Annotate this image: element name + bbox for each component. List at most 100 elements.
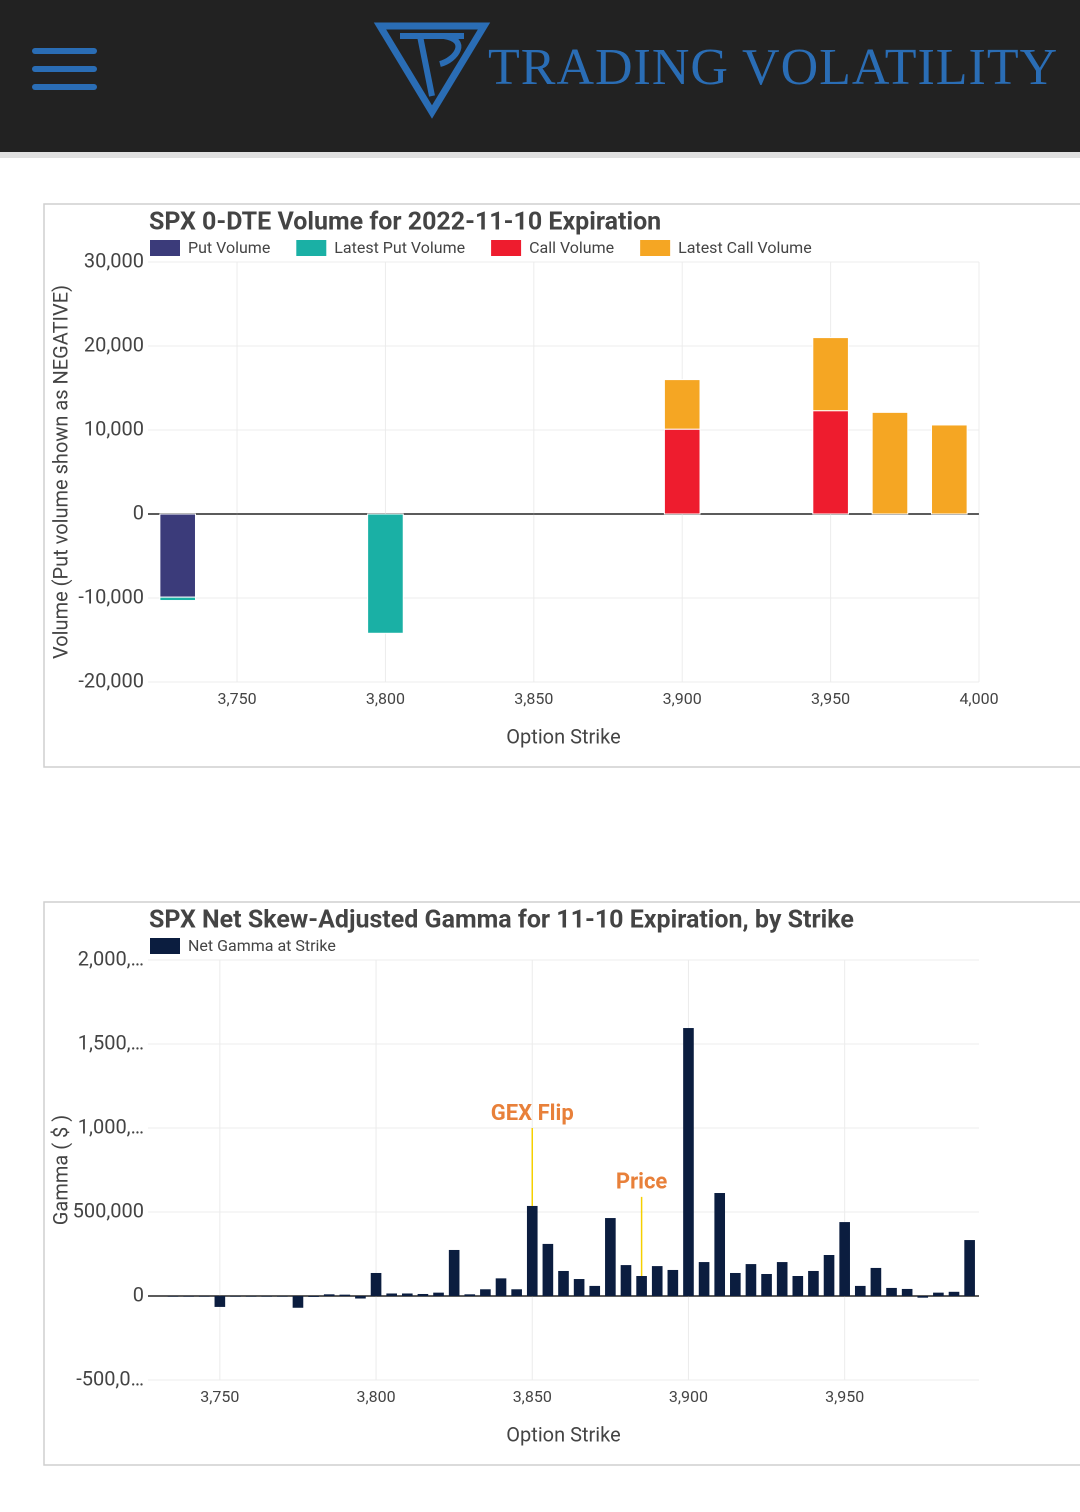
bar (495, 1278, 507, 1296)
bar (931, 424, 968, 515)
logo-triangle (373, 22, 491, 119)
bar (245, 1296, 257, 1297)
x-tick-label: 3,800 (356, 1387, 395, 1406)
annotation-label: GEX Flip (491, 1101, 574, 1126)
bar (839, 1222, 850, 1296)
y-tick-label: -500,0… (76, 1366, 144, 1390)
chart-title: SPX 0-DTE Volume for 2022-11-10 Expirati… (149, 208, 661, 237)
top-bar-shadow (0, 152, 1080, 158)
bar (792, 1276, 804, 1296)
bar (386, 1293, 397, 1296)
bar (714, 1193, 726, 1296)
bar (870, 1267, 882, 1296)
legend-label: Put Volume (188, 238, 270, 257)
bar (636, 1276, 647, 1296)
bar (401, 1293, 413, 1296)
x-tick-label: 3,750 (217, 689, 256, 708)
y-tick-label: 1,000,… (78, 1114, 144, 1138)
top-bar (0, 0, 1080, 152)
x-tick-label: 3,900 (669, 1387, 708, 1406)
legend-swatch (640, 240, 671, 256)
bar (308, 1296, 319, 1297)
x-tick-label: 3,950 (825, 1387, 864, 1406)
x-tick-label: 3,750 (200, 1387, 239, 1406)
bar (901, 1288, 913, 1296)
y-tick-label: 2,000,… (78, 946, 144, 970)
y-tick-label: 0 (133, 500, 144, 524)
bar (159, 513, 196, 598)
bar (159, 596, 196, 602)
x-axis-title: Option Strike (506, 724, 620, 748)
bar (683, 1028, 694, 1296)
bar (464, 1294, 476, 1296)
bar (776, 1262, 788, 1296)
menu-button[interactable] (32, 48, 97, 90)
chart-panel (43, 901, 1080, 1466)
bar (261, 1296, 273, 1297)
bar (511, 1289, 522, 1296)
bar (948, 1291, 960, 1296)
logo-mark (400, 33, 464, 97)
menu-line (32, 66, 97, 72)
bar (730, 1272, 741, 1296)
bar (667, 1269, 679, 1296)
bar (558, 1270, 569, 1296)
y-tick-label: 0 (133, 1282, 144, 1306)
y-tick-label: -10,000 (78, 584, 144, 608)
bar (198, 1296, 210, 1297)
annotation-label: Price (616, 1170, 668, 1195)
x-tick-label: 3,950 (811, 689, 850, 708)
bar (370, 1272, 382, 1296)
bar (854, 1285, 866, 1296)
x-tick-label: 3,850 (513, 1387, 552, 1406)
bar (480, 1289, 491, 1296)
legend-label: Latest Call Volume (678, 238, 812, 257)
x-tick-label: 3,900 (663, 689, 702, 708)
bar (355, 1296, 366, 1299)
legend-swatch (150, 938, 180, 954)
bar (526, 1205, 538, 1296)
y-tick-label: -20,000 (78, 668, 144, 692)
bar (663, 379, 701, 430)
x-axis-title: Option Strike (506, 1422, 620, 1446)
brand: TRADING VOLATILITY (488, 39, 1058, 96)
bar (886, 1287, 897, 1296)
bar (339, 1294, 351, 1296)
bar (964, 1240, 975, 1296)
y-tick-label: 20,000 (84, 332, 144, 356)
bar (448, 1249, 460, 1296)
bar (823, 1255, 835, 1296)
bar (367, 513, 404, 634)
bar (542, 1243, 554, 1296)
bar (417, 1293, 429, 1296)
bar (214, 1296, 226, 1307)
bar (761, 1273, 772, 1296)
chart-panel (43, 203, 1080, 768)
legend-label: Latest Put Volume (334, 238, 465, 257)
bar (663, 428, 701, 515)
menu-line (32, 48, 97, 54)
bar (292, 1296, 304, 1308)
legend-swatch (296, 240, 327, 256)
bar (812, 410, 849, 515)
bar (812, 337, 849, 412)
y-axis-title: Gamma ( $ ) (48, 1115, 72, 1225)
x-tick-label: 4,000 (959, 689, 998, 708)
bar (230, 1296, 241, 1297)
menu-line (32, 84, 97, 90)
bar (433, 1292, 444, 1296)
legend-label: Net Gamma at Strike (188, 936, 336, 955)
bar (808, 1270, 819, 1296)
bar (651, 1266, 663, 1296)
x-tick-label: 3,850 (514, 689, 553, 708)
logo[interactable]: TRADING VOLATILITY (373, 22, 1058, 119)
bar (573, 1279, 585, 1296)
chart-title: SPX Net Skew-Adjusted Gamma for 11-10 Ex… (149, 906, 854, 935)
y-axis-title: Volume (Put volume shown as NEGATIVE) (48, 285, 72, 659)
bar (933, 1292, 944, 1296)
bar (323, 1294, 335, 1296)
bar (698, 1262, 710, 1296)
y-tick-label: 1,500,… (78, 1030, 144, 1054)
bar (620, 1265, 632, 1296)
y-tick-label: 30,000 (84, 248, 144, 272)
